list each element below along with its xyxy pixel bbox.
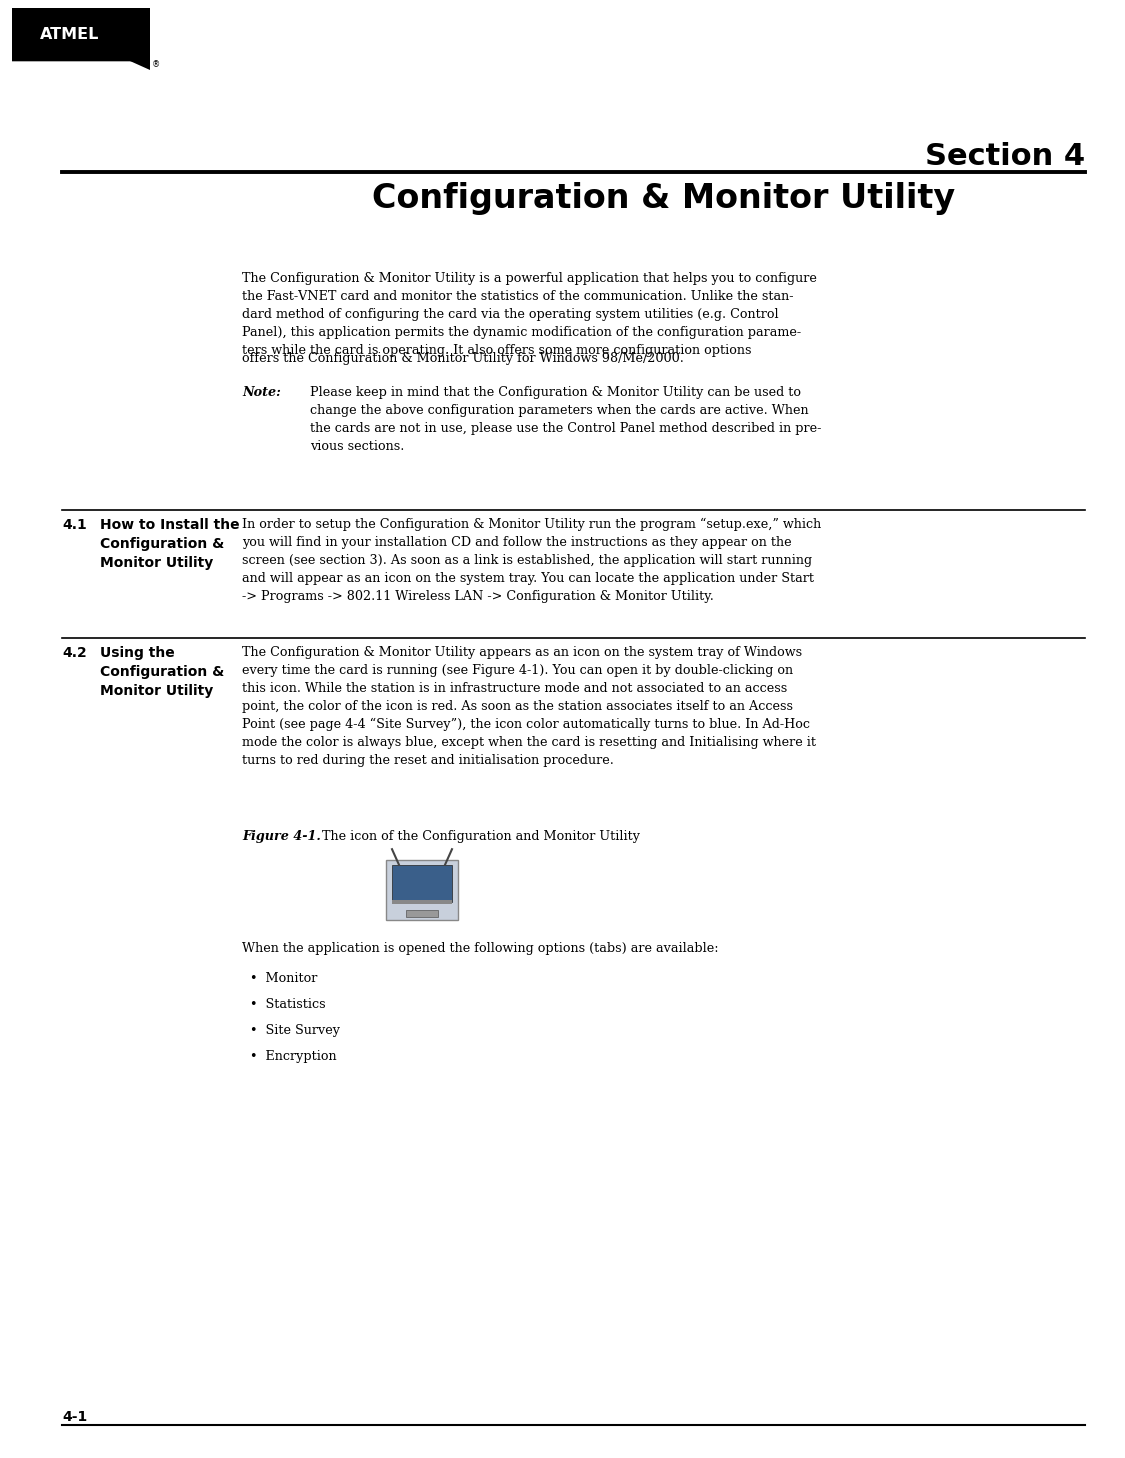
Text: ®: ®	[152, 60, 160, 69]
Text: Note:: Note:	[242, 386, 281, 399]
Text: Using the
Configuration &
Monitor Utility: Using the Configuration & Monitor Utilit…	[100, 646, 224, 698]
Text: •  Statistics: • Statistics	[250, 997, 325, 1010]
Text: Section 4: Section 4	[925, 141, 1084, 171]
Text: offers the Configuration & Monitor Utility for Windows 98/Me/2000.: offers the Configuration & Monitor Utili…	[242, 351, 684, 364]
Text: ATMEL: ATMEL	[40, 26, 100, 41]
Text: •  Site Survey: • Site Survey	[250, 1024, 340, 1037]
FancyBboxPatch shape	[392, 900, 452, 904]
Text: •  Monitor: • Monitor	[250, 972, 317, 986]
Text: In order to setup the Configuration & Monitor Utility run the program “setup.exe: In order to setup the Configuration & Mo…	[242, 518, 821, 604]
Text: 4.2: 4.2	[62, 646, 87, 660]
FancyBboxPatch shape	[406, 910, 439, 917]
Text: How to Install the
Configuration &
Monitor Utility: How to Install the Configuration & Monit…	[100, 518, 240, 570]
Text: 4-1: 4-1	[62, 1410, 88, 1424]
Text: Configuration & Monitor Utility: Configuration & Monitor Utility	[372, 182, 955, 214]
Text: The icon of the Configuration and Monitor Utility: The icon of the Configuration and Monito…	[314, 830, 640, 843]
Text: The Configuration & Monitor Utility appears as an icon on the system tray of Win: The Configuration & Monitor Utility appe…	[242, 646, 816, 767]
FancyBboxPatch shape	[392, 865, 452, 903]
FancyBboxPatch shape	[12, 7, 150, 70]
FancyBboxPatch shape	[386, 860, 458, 920]
Text: •  Encryption: • Encryption	[250, 1050, 336, 1063]
Text: 4.1: 4.1	[62, 518, 87, 532]
Polygon shape	[12, 58, 150, 70]
Text: When the application is opened the following options (tabs) are available:: When the application is opened the follo…	[242, 942, 719, 955]
Text: The Configuration & Monitor Utility is a powerful application that helps you to : The Configuration & Monitor Utility is a…	[242, 273, 817, 357]
Polygon shape	[12, 57, 134, 61]
Text: Figure 4-1.: Figure 4-1.	[242, 830, 321, 843]
Text: Please keep in mind that the Configuration & Monitor Utility can be used to
chan: Please keep in mind that the Configurati…	[310, 386, 821, 453]
